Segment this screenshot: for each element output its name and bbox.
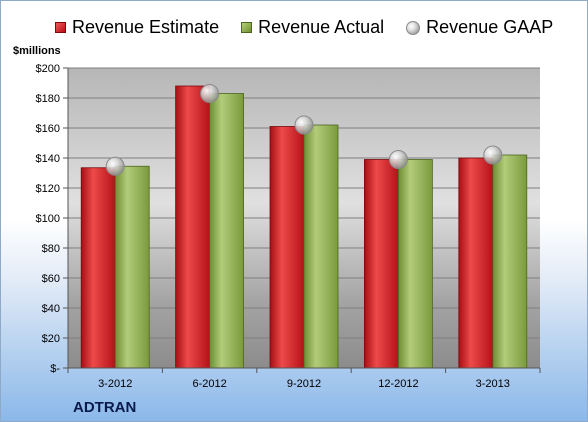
marker-gaap-12-2012 bbox=[388, 150, 408, 169]
y-tick-label: $100 bbox=[36, 213, 60, 225]
y-tick-label: $40 bbox=[42, 303, 60, 315]
company-label: ADTRAN bbox=[73, 399, 137, 416]
bar-estimate-3-2012 bbox=[80, 167, 116, 369]
x-tick-label: 3-2013 bbox=[476, 378, 510, 390]
gaap-markers bbox=[105, 84, 503, 176]
legend-item-estimate: Revenue Estimate bbox=[55, 17, 219, 38]
marker-gaap-6-2012 bbox=[200, 84, 220, 103]
y-tick-label: $20 bbox=[42, 333, 60, 345]
units-label: $millions bbox=[13, 45, 61, 57]
legend-label-estimate: Revenue Estimate bbox=[72, 17, 220, 37]
marker-gaap-9-2012 bbox=[294, 115, 314, 135]
y-tick-label: $80 bbox=[42, 243, 60, 255]
x-tick-label: 9-2012 bbox=[287, 378, 321, 390]
bar-actual-3-2013 bbox=[492, 154, 528, 369]
marker-gaap-3-2012 bbox=[105, 156, 125, 176]
legend-swatch-gaap bbox=[406, 20, 421, 35]
bar-actual-6-2012 bbox=[209, 93, 245, 369]
marker-gaap-3-2013 bbox=[483, 145, 503, 165]
y-tick-label: $200 bbox=[36, 63, 60, 75]
bar-actual-12-2012 bbox=[397, 159, 433, 369]
y-tick-label: $160 bbox=[36, 123, 60, 135]
y-tick-label: $120 bbox=[36, 183, 60, 195]
bar-estimate-12-2012 bbox=[363, 159, 399, 369]
legend-label-gaap: Revenue GAAP bbox=[426, 17, 554, 37]
y-tick-label: $- bbox=[50, 363, 60, 375]
bar-estimate-6-2012 bbox=[175, 85, 211, 369]
bar-estimate-3-2013 bbox=[458, 157, 494, 369]
y-tick-label: $60 bbox=[42, 273, 60, 285]
axes: $- $20 $40 $60 $80 $100 $120 $140 $160 $180 $200 3-… bbox=[36, 63, 541, 390]
legend-item-actual: Revenue Actual bbox=[241, 17, 384, 38]
y-tick-label: $180 bbox=[36, 93, 60, 105]
legend-label-actual: Revenue Actual bbox=[258, 17, 385, 37]
bars bbox=[80, 85, 528, 369]
legend-item-gaap: Revenue GAAP bbox=[406, 17, 553, 38]
y-tick-label: $140 bbox=[36, 153, 60, 165]
legend-swatch-actual bbox=[241, 22, 253, 33]
bar-actual-9-2012 bbox=[303, 124, 339, 369]
x-tick-label: 3-2012 bbox=[98, 378, 132, 390]
bar-actual-3-2012 bbox=[114, 165, 150, 369]
legend-swatch-estimate bbox=[55, 22, 66, 33]
x-tick-label: 12-2012 bbox=[378, 378, 418, 390]
legend: Revenue Estimate Revenue Actual Revenue … bbox=[55, 17, 575, 38]
x-tick-label: 6-2012 bbox=[192, 378, 226, 390]
bar-estimate-9-2012 bbox=[269, 126, 305, 369]
